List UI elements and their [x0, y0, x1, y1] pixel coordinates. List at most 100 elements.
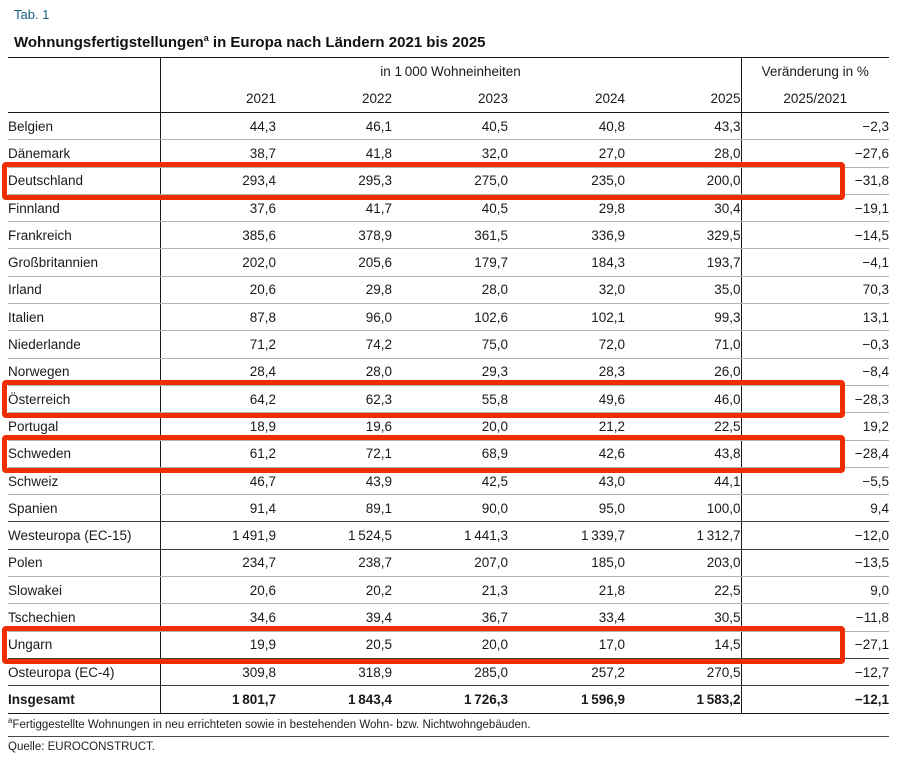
- table-row: Niederlande 71,2 74,2 75,0 72,0 71,0 −0,3: [8, 330, 890, 359]
- value-cell: 33,4: [508, 603, 625, 632]
- value-cell: 43,3: [625, 112, 742, 141]
- table-row: Belgien 44,3 46,1 40,5 40,8 43,3 −2,3: [8, 112, 890, 141]
- value-cell: 1 312,7: [625, 521, 742, 550]
- value-cell: 100,0: [625, 494, 742, 523]
- table-row: Insgesamt 1 801,7 1 843,4 1 726,3 1 596,9 1 5…: [8, 685, 890, 714]
- year-header: 2025: [625, 85, 742, 113]
- value-cell: 64,2: [160, 385, 276, 414]
- table-row: Finnland 37,6 41,7 40,5 29,8 30,4 −19,1: [8, 194, 890, 223]
- table-row: Polen 234,7 238,7 207,0 185,0 203,0 −13,5: [8, 549, 890, 578]
- value-cell: 30,4: [625, 194, 742, 223]
- value-cell: 202,0: [160, 248, 276, 277]
- change-cell: −0,3: [740, 330, 890, 359]
- value-cell: 41,7: [276, 194, 392, 223]
- table-row: Großbritannien 202,0 205,6 179,7 184,3 193,7−…: [8, 248, 890, 277]
- value-cell: 43,0: [508, 467, 625, 496]
- change-cell: −12,7: [740, 658, 890, 687]
- value-cell: 91,4: [160, 494, 276, 523]
- table-row: Westeuropa (EC-15) 1 491,9 1 524,5 1 441,3 1…: [8, 521, 890, 550]
- table-body: Belgien 44,3 46,1 40,5 40,8 43,3 −2,3 Dänemark 3…: [8, 112, 890, 714]
- value-cell: 99,3: [625, 303, 742, 332]
- value-cell: 1 801,7: [160, 685, 276, 714]
- value-cell: 20,0: [392, 631, 508, 659]
- value-cell: 46,0: [625, 385, 742, 414]
- corner-cell: [8, 57, 161, 113]
- value-cell: 361,5: [392, 221, 508, 250]
- country-cell: Westeuropa (EC-15): [8, 521, 161, 550]
- value-cell: 205,6: [276, 248, 392, 277]
- value-cell: 295,3: [276, 167, 392, 195]
- value-cell: 35,0: [625, 276, 742, 305]
- source-line: Quelle: EUROCONSTRUCT.: [8, 741, 155, 753]
- country-cell: Großbritannien: [8, 248, 161, 277]
- value-cell: 28,0: [392, 276, 508, 305]
- value-cell: 102,6: [392, 303, 508, 332]
- value-cell: 270,5: [625, 658, 742, 687]
- change-cell: −12,1: [740, 685, 890, 714]
- value-cell: 1 596,9: [508, 685, 625, 714]
- value-cell: 90,0: [392, 494, 508, 523]
- country-cell: Osteuropa (EC-4): [8, 658, 161, 687]
- change-cell: 9,0: [740, 576, 890, 605]
- footnote-text: Fertiggestellte Wohnungen in neu erricht…: [12, 718, 531, 731]
- value-cell: 40,5: [392, 112, 508, 141]
- country-cell: Schweiz: [8, 467, 161, 496]
- table-row: Deutschland 293,4 295,3 275,0 235,0 200,0 −31,…: [8, 167, 890, 195]
- value-cell: 20,5: [276, 631, 392, 659]
- value-cell: 309,8: [160, 658, 276, 687]
- title-main: Wohnungsfertigstellungen: [14, 34, 204, 51]
- country-cell: Niederlande: [8, 330, 161, 359]
- country-cell: Irland: [8, 276, 161, 305]
- value-cell: 96,0: [276, 303, 392, 332]
- value-cell: 49,6: [508, 385, 625, 414]
- table-row: Norwegen 28,4 28,0 29,3 28,3 26,0 −8,4: [8, 358, 890, 386]
- value-cell: 39,4: [276, 603, 392, 632]
- value-cell: 293,4: [160, 167, 276, 195]
- table-row: Spanien 91,4 89,1 90,0 95,0 100,0 9,4: [8, 494, 890, 523]
- footnote-marker: a: [8, 716, 13, 725]
- value-cell: 72,0: [508, 330, 625, 359]
- value-cell: 46,1: [276, 112, 392, 141]
- table-title: Wohnungsfertigstellungena in Europa nach…: [14, 33, 486, 51]
- year-header: 2024: [508, 85, 625, 113]
- table-row: Tschechien 34,6 39,4 36,7 33,4 30,5 −11,8: [8, 603, 890, 632]
- value-cell: 285,0: [392, 658, 508, 687]
- table-row: Ungarn 19,9 20,5 20,0 17,0 14,5 −27,1: [8, 631, 890, 659]
- change-cell: −5,5: [740, 467, 890, 496]
- value-cell: 1 726,3: [392, 685, 508, 714]
- country-cell: Dänemark: [8, 139, 161, 168]
- country-cell: Norwegen: [8, 358, 161, 386]
- value-cell: 22,5: [625, 412, 742, 441]
- title-rest: in Europa nach Ländern 2021 bis 2025: [208, 34, 486, 51]
- header-row-years: 2021 2022 2023 2024 2025 2025/2021: [8, 85, 890, 113]
- value-cell: 30,5: [625, 603, 742, 632]
- value-cell: 46,7: [160, 467, 276, 496]
- change-cell: 19,2: [740, 412, 890, 441]
- value-cell: 34,6: [160, 603, 276, 632]
- value-cell: 20,2: [276, 576, 392, 605]
- value-cell: 37,6: [160, 194, 276, 223]
- value-cell: 89,1: [276, 494, 392, 523]
- change-cell: −28,3: [740, 385, 890, 414]
- table-row: Italien 87,8 96,0 102,6 102,1 99,3 13,1: [8, 303, 890, 332]
- value-cell: 41,8: [276, 139, 392, 168]
- value-cell: 87,8: [160, 303, 276, 332]
- value-cell: 36,7: [392, 603, 508, 632]
- value-cell: 43,8: [625, 440, 742, 468]
- value-cell: 62,3: [276, 385, 392, 414]
- value-cell: 207,0: [392, 549, 508, 578]
- change-cell: 70,3: [740, 276, 890, 305]
- country-cell: Frankreich: [8, 221, 161, 250]
- value-cell: 68,9: [392, 440, 508, 468]
- country-cell: Finnland: [8, 194, 161, 223]
- value-cell: 21,3: [392, 576, 508, 605]
- value-cell: 28,4: [160, 358, 276, 386]
- value-cell: 1 339,7: [508, 521, 625, 550]
- value-cell: 184,3: [508, 248, 625, 277]
- value-cell: 32,0: [508, 276, 625, 305]
- housing-completions-table: in 1 000 Wohneinheiten Veränderung in % …: [8, 57, 890, 714]
- value-cell: 29,3: [392, 358, 508, 386]
- value-cell: 1 524,5: [276, 521, 392, 550]
- country-cell: Italien: [8, 303, 161, 332]
- country-cell: Slowakei: [8, 576, 161, 605]
